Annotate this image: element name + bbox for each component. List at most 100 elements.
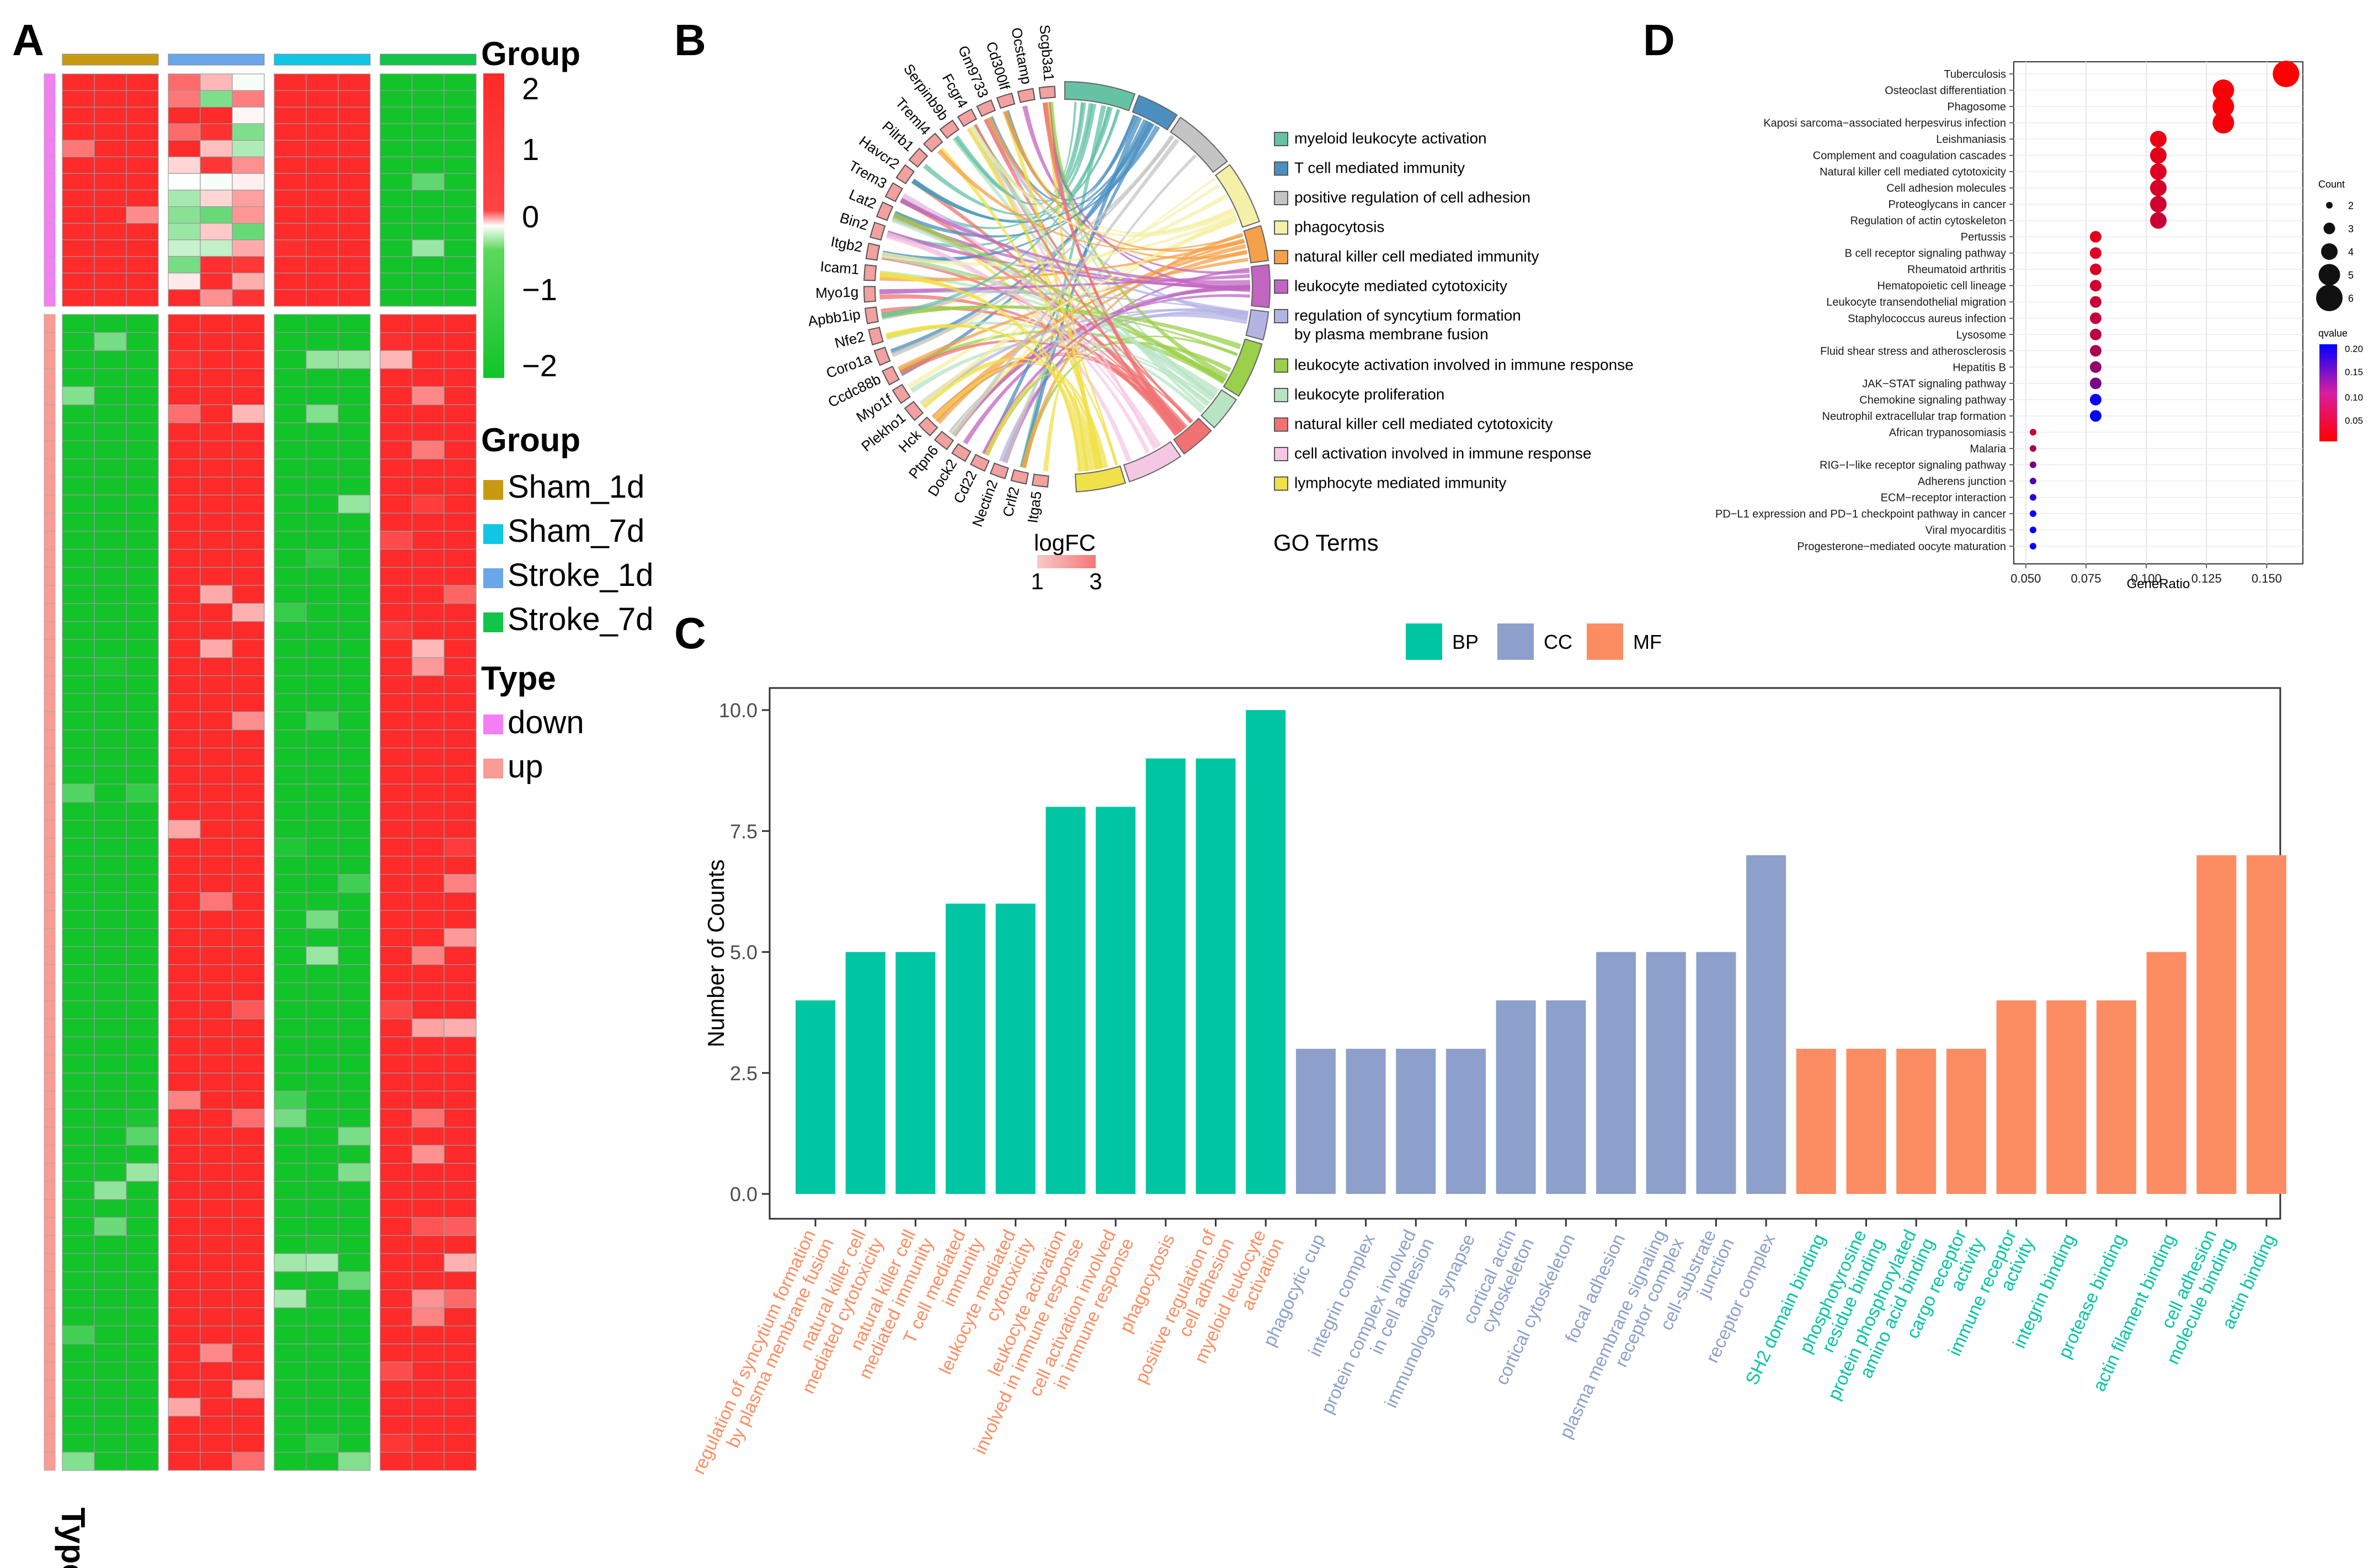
heatmap-cell: [412, 856, 445, 875]
heatmap-cell: [412, 603, 445, 622]
heatmap-cell: [94, 1433, 127, 1453]
heatmap-cell: [444, 350, 477, 369]
heatmap-cell: [62, 874, 95, 893]
heatmap-cell: [274, 1127, 307, 1146]
heatmap-cell: [62, 765, 95, 785]
bar: [2046, 1000, 2087, 1194]
heatmap-cell: [306, 368, 339, 387]
heatmap-cell: [126, 1416, 159, 1435]
heatmap-cell: [232, 289, 265, 307]
heatmap-cell: [444, 1271, 477, 1290]
heatmap-cell: [232, 273, 265, 290]
heatmap-cell: [412, 140, 445, 157]
heatmap-cell: [94, 1145, 127, 1164]
heatmap-cell: [200, 603, 233, 622]
heatmap-cell: [168, 693, 201, 712]
heatmap-panel: Type Group 210−1−2 Group Sham_1dSham_7dS…: [44, 35, 653, 1568]
go-term-arc: [1132, 94, 1178, 131]
heatmap-cell: [94, 1343, 127, 1363]
heatmap-cell: [380, 332, 413, 351]
type-annotation-up: [44, 1452, 56, 1471]
heatmap-cell: [168, 711, 201, 730]
heatmap-cell: [232, 90, 265, 108]
heatmap-cell: [444, 567, 477, 586]
heatmap-cell: [62, 1054, 95, 1074]
heatmap-cell: [412, 1162, 445, 1182]
dot-point: [2089, 296, 2101, 308]
heatmap-cell: [168, 1036, 201, 1055]
heatmap-cell: [338, 73, 371, 91]
go-term-arc: [1074, 465, 1127, 493]
heatmap-cell: [274, 173, 307, 191]
heatmap-cell: [232, 1036, 265, 1055]
panel-label-c: C: [674, 609, 706, 658]
heatmap-cell: [412, 693, 445, 712]
heatmap-cell: [380, 1398, 413, 1417]
heatmap-cell: [126, 657, 159, 676]
heatmap-cell: [232, 1181, 265, 1200]
heatmap-cell: [306, 140, 339, 157]
dot-point: [2029, 429, 2036, 436]
gene-label: Nfe2: [833, 328, 867, 351]
type-annotation-down: [44, 256, 56, 274]
heatmap-cell: [338, 223, 371, 241]
heatmap-cell: [274, 567, 307, 586]
heatmap-cell: [412, 1253, 445, 1272]
heatmap-cell: [168, 1000, 201, 1020]
heatmap-cell: [62, 73, 95, 91]
heatmap-cell: [338, 1000, 371, 1020]
gene-label: Myo1g: [815, 284, 859, 301]
type-annotation-up: [44, 1235, 56, 1254]
gene-arc: [895, 164, 915, 185]
type-annotation-down: [44, 173, 56, 190]
go-term-legend-label: lymphocyte mediated immunity: [1294, 474, 1506, 492]
heatmap-cell: [306, 567, 339, 586]
heatmap-cell: [200, 1343, 233, 1363]
heatmap-cell: [168, 440, 201, 460]
heatmap-cell: [444, 1054, 477, 1074]
qvalue-legend-title: qvalue: [2318, 328, 2348, 339]
heatmap-cell: [232, 675, 265, 695]
heatmap-cell: [444, 458, 477, 478]
heatmap-cell: [306, 332, 339, 351]
dot-point: [2089, 393, 2101, 406]
heatmap-cell: [62, 90, 95, 108]
heatmap-cell: [444, 1379, 477, 1399]
group-annotation-sham-7d: [274, 54, 371, 66]
chord-ribbon: [988, 116, 1158, 205]
heatmap-cell: [232, 819, 265, 839]
go-term-legend-label: leukocyte proliferation: [1294, 386, 1444, 403]
count-legend-title: Count: [2318, 179, 2345, 190]
heatmap-cell: [94, 239, 127, 257]
heatmap-cell: [338, 156, 371, 174]
type-annotation-up: [44, 1181, 56, 1200]
heatmap-cell: [200, 693, 233, 712]
logfc-min-label: 1: [1031, 568, 1043, 594]
heatmap-cell: [380, 223, 413, 241]
heatmap-cell: [274, 1271, 307, 1290]
panel-label-b: B: [674, 15, 706, 65]
heatmap-cell: [380, 350, 413, 369]
heatmap-cell: [380, 458, 413, 478]
heatmap-cell: [94, 964, 127, 983]
heatmap-cell: [306, 1325, 339, 1345]
dot-term-label: Lysosome: [1956, 329, 2006, 341]
heatmap-cell: [444, 314, 477, 333]
heatmap-cell: [62, 1253, 95, 1272]
heatmap-cell: [126, 350, 159, 369]
heatmap-cell: [126, 386, 159, 406]
heatmap-cell: [200, 458, 233, 478]
heatmap-cell: [168, 1379, 201, 1399]
heatmap-cell: [380, 206, 413, 224]
heatmap-cell: [444, 802, 477, 821]
heatmap-cell: [444, 892, 477, 911]
bar: [1445, 1048, 1486, 1194]
dot-term-label: Chemokine signaling pathway: [1859, 394, 2006, 406]
heatmap-cell: [444, 748, 477, 766]
heatmap-cell: [94, 1235, 127, 1254]
dot-point: [2089, 263, 2101, 275]
heatmap-cell: [168, 1253, 201, 1272]
heatmap-cell: [168, 946, 201, 966]
heatmap-cell: [380, 675, 413, 695]
group-legend-swatch: [483, 524, 503, 544]
